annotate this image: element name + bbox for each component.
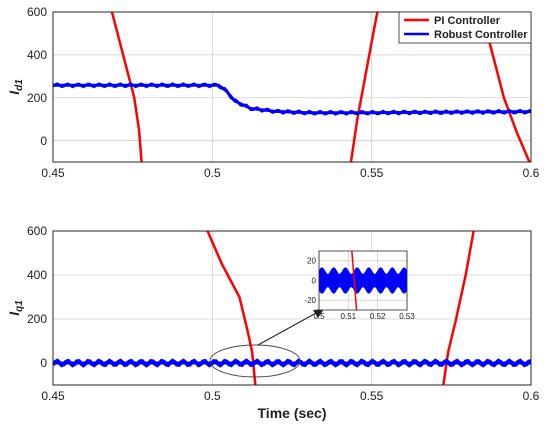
id1-robust-controller-ripple — [53, 82, 531, 116]
iq1-xlabel: Time (sec) — [258, 405, 327, 421]
inset-robust-controller-oscillation — [319, 267, 407, 294]
inset-ytick-label: -20 — [304, 296, 316, 305]
legend: PI Controller Robust Controller — [398, 11, 532, 44]
iq1-xtick-label: 0.45 — [41, 389, 65, 403]
id1-xtick-label: 0.55 — [360, 166, 384, 180]
iq1-xtick-label: 0.5 — [204, 389, 221, 403]
iq1-ytick-label: 600 — [27, 224, 47, 238]
id1-ylabel: Id1 — [6, 79, 25, 95]
id1-ytick-label: 0 — [40, 134, 47, 148]
zoom-arrow-line — [257, 311, 319, 346]
id1-xtick-label: 0.5 — [204, 166, 221, 180]
iq1-ytick-label: 400 — [27, 268, 47, 282]
inset-traces — [319, 251, 407, 310]
inset-xtick-label: 0.5 — [313, 312, 325, 321]
inset-ytick-label: 20 — [307, 257, 316, 266]
id1-ytick-label: 400 — [27, 48, 47, 62]
id1-axes-box — [52, 11, 532, 163]
iq1-xtick-label: 0.55 — [360, 389, 384, 403]
inset-tick-labels: 0.5 0.51 0.52 0.53 -20 0 20 — [304, 257, 415, 321]
zoom-arrow-head — [313, 309, 324, 318]
inset-xtick-label: 0.52 — [370, 312, 386, 321]
legend-robust-label: Robust Controller — [434, 29, 528, 41]
iq1-axes-box — [52, 230, 532, 386]
legend-pi-label: PI Controller — [434, 15, 501, 27]
iq1-pi-controller-line — [206, 231, 257, 385]
id1-xtick-label: 0.45 — [41, 166, 65, 180]
iq1-ylabel: Iq1 — [6, 300, 25, 316]
id1-panel: 0.45 0.5 0.55 0.6 0 200 400 600 Id1 PI Controll… — [6, 5, 540, 180]
id1-xtick-label: 0.6 — [523, 166, 540, 180]
inset-panel: 0.5 0.51 0.52 0.53 -20 0 20 — [304, 250, 415, 321]
iq1-xtick-label: 0.6 — [523, 389, 540, 403]
inset-axes-box — [318, 250, 408, 311]
id1-ytick-label: 600 — [27, 5, 47, 19]
inset-ytick-label: 0 — [312, 276, 317, 285]
iq1-ytick-label: 200 — [27, 312, 47, 326]
zoom-ellipse — [209, 344, 301, 378]
inset-xtick-label: 0.53 — [399, 312, 415, 321]
id1-pi-controller-line — [349, 12, 379, 162]
id1-ytick-label: 200 — [27, 91, 47, 105]
legend-box — [398, 11, 532, 44]
inset-pi-controller-line — [351, 251, 358, 310]
inset-xtick-label: 0.51 — [341, 312, 357, 321]
id1-pi-controller-line — [110, 12, 143, 162]
id1-tick-labels: 0.45 0.5 0.55 0.6 0 200 400 600 — [27, 5, 540, 180]
iq1-ytick-label: 0 — [40, 356, 47, 370]
iq1-plot-area — [53, 231, 531, 385]
iq1-traces — [53, 231, 531, 385]
iq1-robust-controller-ripple — [53, 358, 531, 368]
